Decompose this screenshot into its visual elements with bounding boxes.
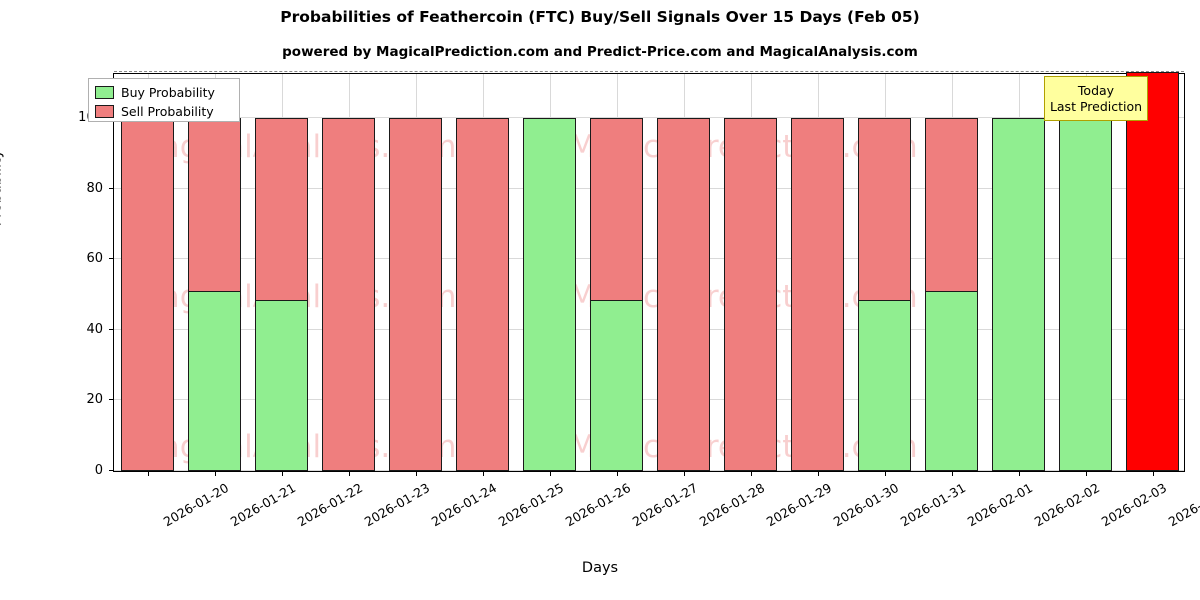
bar-buy — [857, 299, 912, 471]
legend-swatch-sell — [95, 105, 114, 118]
x-tick-mark — [482, 471, 484, 476]
x-tick-mark — [951, 471, 953, 476]
bar-sell — [455, 117, 510, 471]
bar-today — [1125, 72, 1180, 471]
chart-title: Probabilities of Feathercoin (FTC) Buy/S… — [280, 8, 920, 26]
x-tick-mark — [750, 471, 752, 476]
grid-line-horizontal — [114, 470, 1184, 471]
chart-subtitle: powered by MagicalPrediction.com and Pre… — [282, 44, 918, 60]
y-axis-title: Probability — [0, 149, 5, 227]
reference-line — [114, 71, 1184, 72]
x-tick-mark — [1018, 471, 1020, 476]
today-annotation-line1: Today — [1077, 82, 1115, 98]
x-tick-label: 2026-02-01 — [964, 480, 1035, 530]
bar-buy — [589, 299, 644, 471]
x-tick-label: 2026-01-29 — [763, 480, 834, 530]
y-tick-label: 0 — [94, 463, 103, 478]
grid-line-horizontal — [114, 399, 1184, 401]
bar-buy — [187, 290, 242, 471]
bar-sell — [723, 117, 778, 471]
y-tick-mark — [109, 470, 114, 471]
bar-buy — [991, 117, 1046, 471]
chart-legend: Buy Probability Sell Probability — [88, 78, 240, 122]
x-tick-mark — [1085, 471, 1087, 476]
y-tick-mark — [109, 328, 114, 330]
today-annotation: Today Last Prediction — [1044, 76, 1148, 121]
bar-buy — [522, 117, 577, 471]
bar-buy — [924, 290, 979, 471]
x-tick-mark — [616, 471, 618, 476]
x-tick-label: 2026-01-21 — [227, 480, 298, 530]
legend-item-sell: Sell Probability — [95, 103, 233, 120]
x-tick-label: 2026-01-30 — [830, 480, 901, 530]
x-tick-mark — [147, 471, 149, 476]
x-tick-label: 2026-02-04 — [1165, 480, 1200, 530]
x-tick-mark — [683, 471, 685, 476]
bar-sell — [321, 117, 376, 471]
x-tick-label: 2026-01-26 — [562, 480, 633, 530]
y-tick-label: 60 — [86, 251, 103, 267]
x-tick-label: 2026-01-27 — [629, 480, 700, 530]
x-tick-mark — [348, 471, 350, 476]
x-axis-title: Days — [581, 560, 619, 576]
y-tick-label: 40 — [86, 321, 103, 337]
x-tick-mark — [281, 471, 283, 476]
today-annotation-line2: Last Prediction — [1049, 98, 1143, 114]
x-tick-label: 2026-01-25 — [495, 480, 566, 530]
bars-layer — [114, 72, 1184, 471]
y-tick-mark — [109, 399, 114, 401]
bar-sell — [120, 117, 175, 471]
bar-sell — [656, 117, 711, 471]
x-tick-label: 2026-01-23 — [361, 480, 432, 530]
x-tick-mark — [549, 471, 551, 476]
x-tick-mark — [884, 471, 886, 476]
bar-sell — [790, 117, 845, 471]
legend-label-buy: Buy Probability — [121, 85, 215, 100]
grid-line-horizontal — [114, 116, 1184, 118]
bar-buy — [254, 299, 309, 471]
x-tick-label: 2026-01-31 — [897, 480, 968, 530]
x-tick-mark — [1152, 471, 1154, 476]
x-tick-label: 2026-01-22 — [294, 480, 365, 530]
x-tick-mark — [214, 471, 216, 476]
x-tick-label: 2026-01-24 — [428, 480, 499, 530]
x-tick-mark — [415, 471, 417, 476]
x-tick-label: 2026-01-20 — [160, 480, 231, 530]
y-tick-mark — [109, 258, 114, 260]
grid-line-horizontal — [114, 328, 1184, 330]
y-tick-label: 20 — [86, 392, 103, 408]
legend-swatch-buy — [95, 86, 114, 99]
x-tick-label: 2026-01-28 — [696, 480, 767, 530]
x-tick-mark — [817, 471, 819, 476]
plot-area: MagicalAnalysis.comMagicalPrediction.com… — [109, 71, 1185, 476]
y-tick-mark — [109, 187, 114, 189]
legend-item-buy: Buy Probability — [95, 84, 233, 101]
x-tick-label: 2026-02-02 — [1031, 480, 1102, 530]
grid-line-horizontal — [114, 258, 1184, 260]
legend-label-sell: Sell Probability — [121, 104, 214, 119]
x-tick-label: 2026-02-03 — [1098, 480, 1169, 530]
grid-line-horizontal — [114, 187, 1184, 189]
bar-buy — [1058, 117, 1113, 471]
bar-sell — [388, 117, 443, 471]
y-tick-label: 80 — [86, 180, 103, 196]
